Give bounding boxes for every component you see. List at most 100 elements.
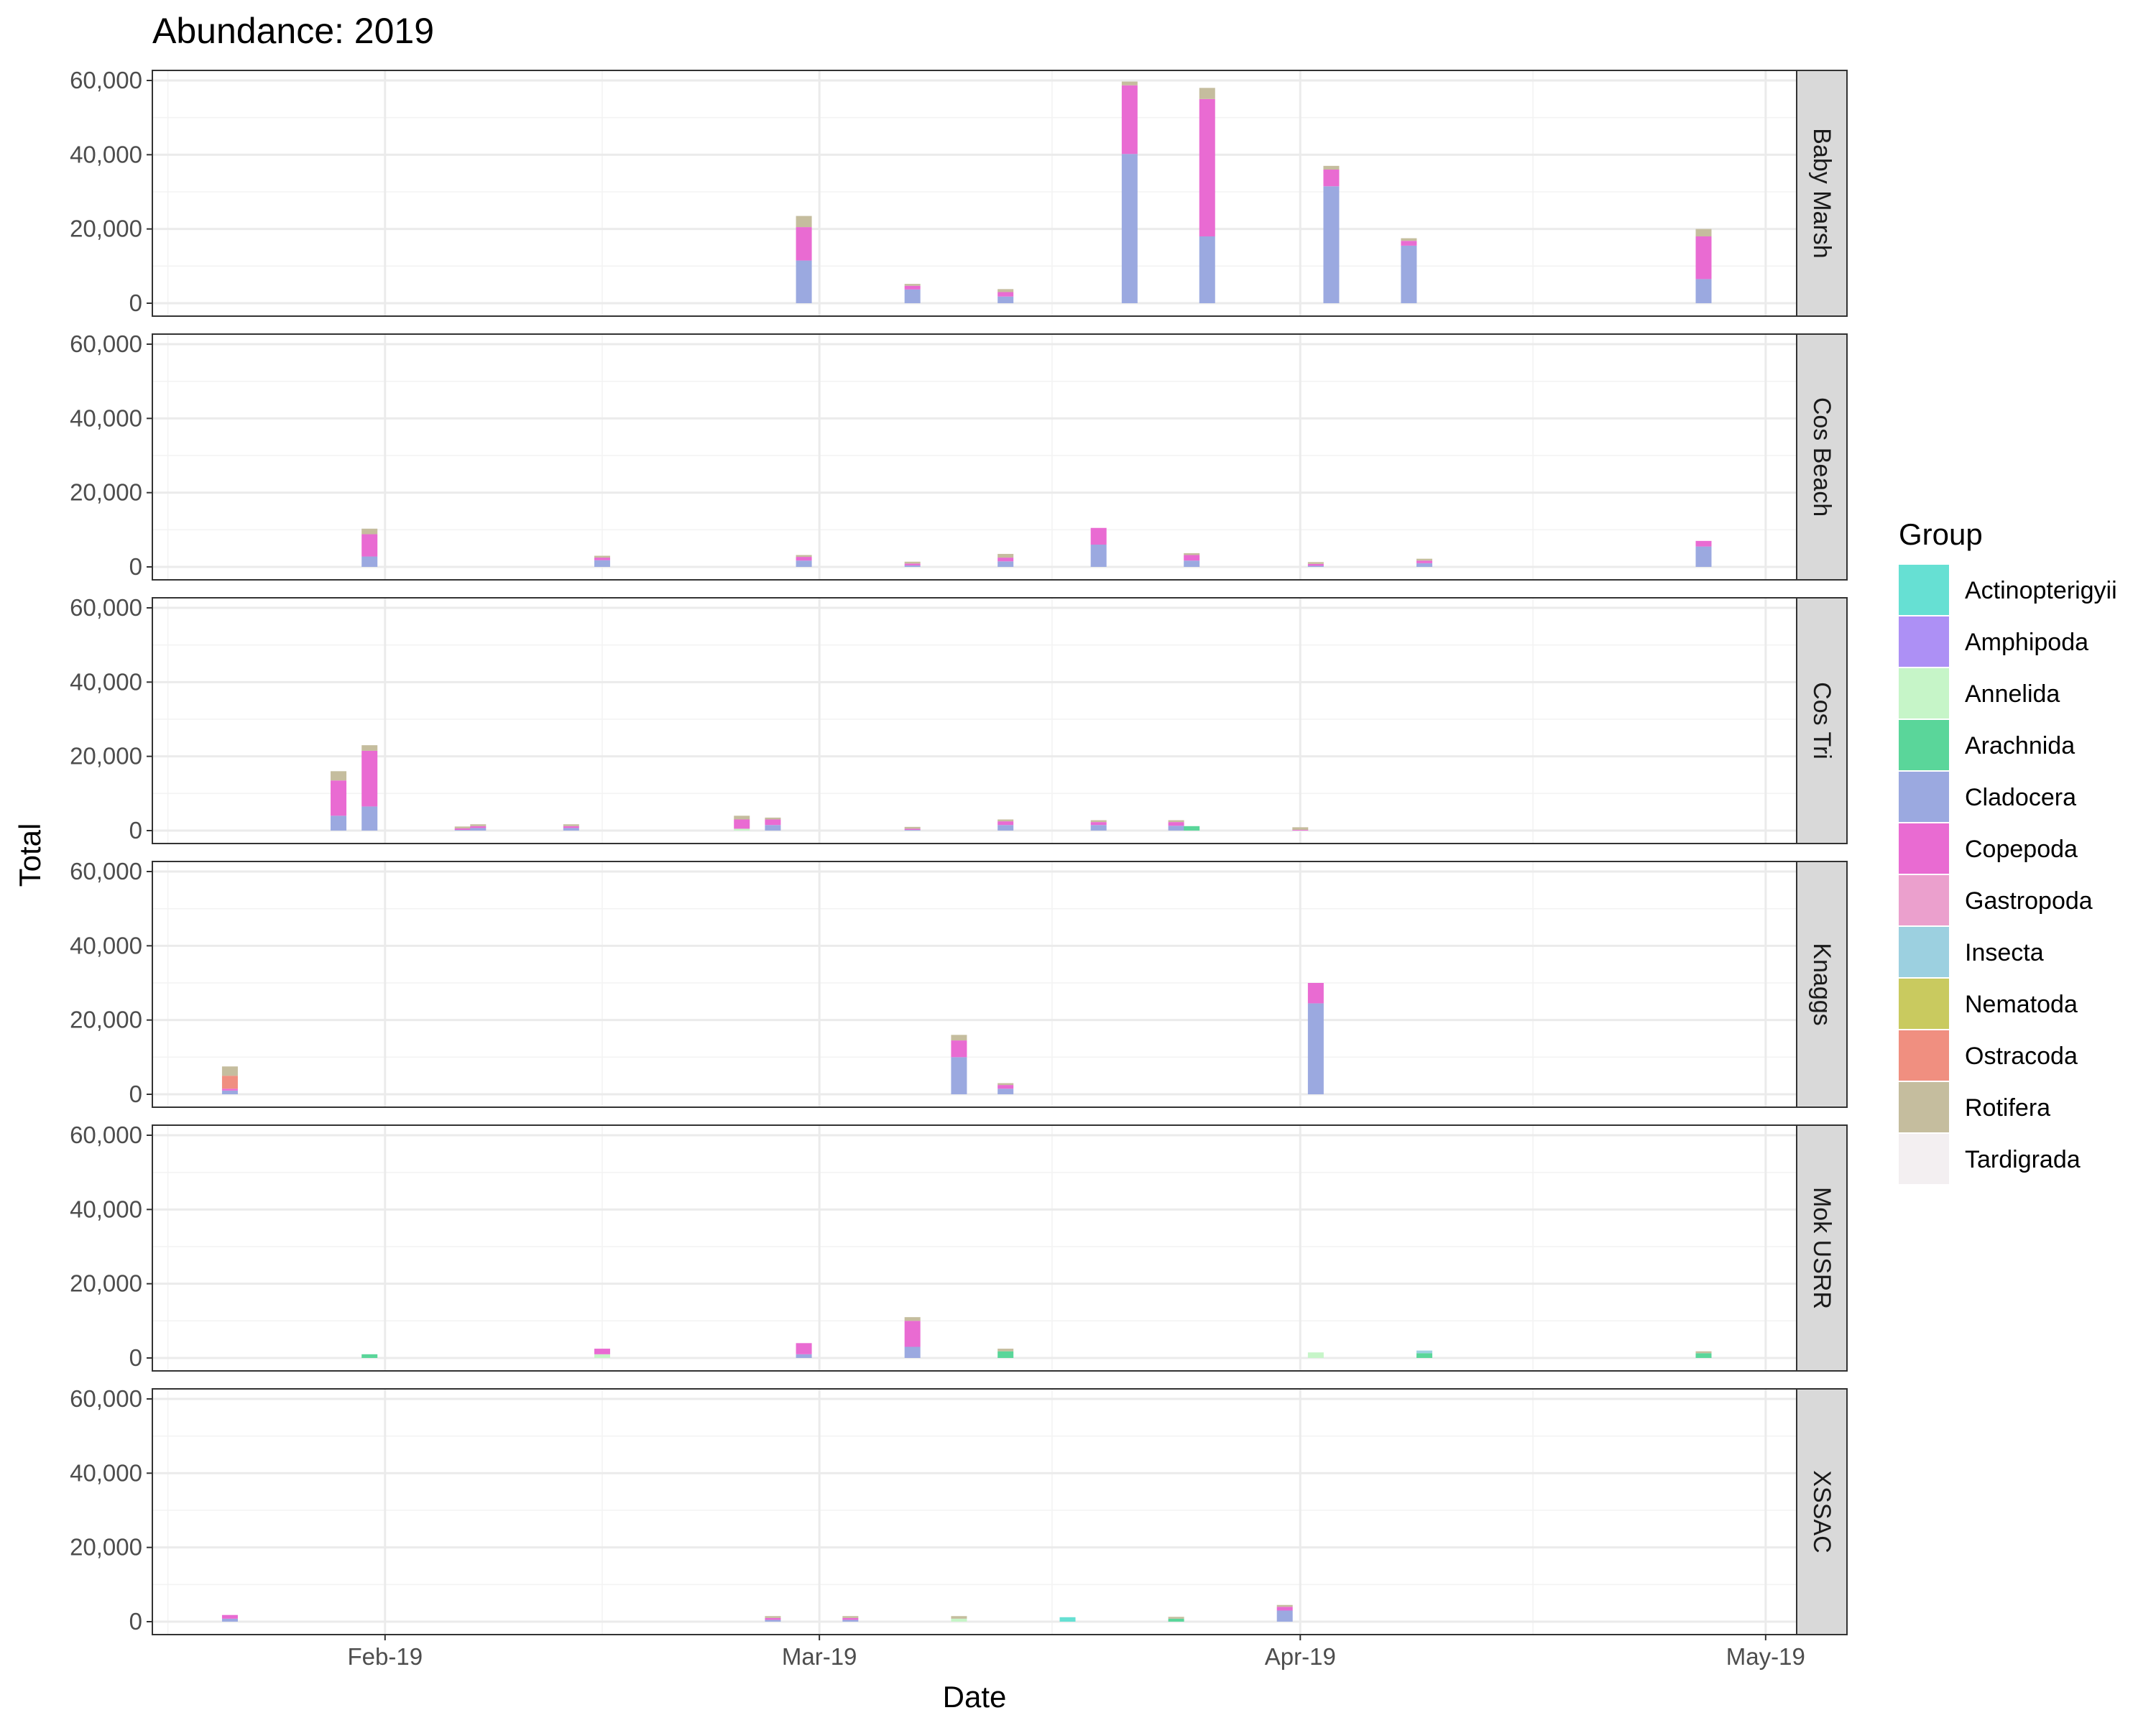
legend: Actinopterigyii Amphipoda Annelida Arachnid… <box>1899 565 2117 1184</box>
bar-segment-cladocera <box>361 806 378 831</box>
legend-key-cladocera <box>1899 772 1949 822</box>
bar-segment-cladocera <box>796 1354 812 1358</box>
bar-segment-cladocera <box>842 1620 859 1622</box>
bar-segment-cladocera <box>904 565 921 567</box>
y-tick-label: 0 <box>129 290 142 316</box>
bar-segment-copepoda <box>1199 98 1215 236</box>
bar-segment-rotifera <box>1090 820 1107 823</box>
bar-segment-copepoda <box>1401 241 1417 246</box>
bar-stack <box>734 816 750 831</box>
y-tick-label: 20,000 <box>70 1270 142 1297</box>
bar-stack <box>904 284 921 303</box>
bar-segment-copepoda <box>1168 822 1184 826</box>
bar-segment-cladocera <box>1695 279 1712 303</box>
bar-segment-cladocera <box>796 560 812 567</box>
legend-key-tardigrada <box>1899 1134 1949 1184</box>
bar-segment-rotifera <box>454 826 471 828</box>
bar-segment-copepoda <box>765 1617 781 1620</box>
facet-panel-cos-tri: 0 20,000 40,000 60,000 Cos Tri <box>70 594 1848 844</box>
bar-stack <box>1307 983 1324 1094</box>
bar-segment-copepoda <box>594 1349 610 1354</box>
x-tick-label: Mar-19 <box>782 1643 857 1670</box>
x-axis: Feb-19 Mar-19 Apr-19 May-19 <box>347 1635 1805 1670</box>
bar-stack <box>1416 1350 1432 1358</box>
y-tick-label: 60,000 <box>70 331 142 357</box>
legend-item-rotifera: Rotifera <box>1899 1082 2050 1132</box>
bar-stack <box>1307 562 1324 567</box>
bar-stack <box>998 1083 1014 1094</box>
bar-stack <box>998 289 1014 303</box>
bar-segment-copepoda <box>998 558 1014 562</box>
bar-segment-cladocera <box>1307 565 1324 567</box>
bar-segment-cladocera <box>361 556 378 567</box>
bar-stack <box>1695 540 1712 567</box>
bar-stack <box>796 1343 812 1358</box>
bar-stack <box>998 1349 1014 1358</box>
bar-segment-arachnida <box>1416 1353 1432 1358</box>
bar-segment-rotifera <box>1121 81 1138 86</box>
bar-segment-cladocera <box>998 561 1014 567</box>
bar-stack <box>331 771 347 831</box>
x-tick-label: May-19 <box>1726 1643 1805 1670</box>
bar-segment-cladocera <box>1695 546 1712 567</box>
bar-stack <box>1168 1617 1184 1622</box>
bar-segment-cladocera <box>951 1057 967 1094</box>
bar-stack <box>842 1616 859 1622</box>
bar-segment-rotifera <box>998 1349 1014 1352</box>
bar-segment-cladocera <box>998 825 1014 831</box>
bar-segment-copepoda <box>998 821 1014 826</box>
bar-segment-cladocera <box>796 260 812 303</box>
bar-segment-copepoda <box>904 285 921 290</box>
panel-background <box>152 334 1797 580</box>
legend-label: Copepoda <box>1965 836 2078 863</box>
bar-stack <box>361 745 378 831</box>
bar-segment-cladocera <box>1307 1003 1324 1094</box>
bar-segment-copepoda <box>998 292 1014 297</box>
bar-stack <box>1090 527 1107 567</box>
panel-background <box>152 861 1797 1107</box>
bar-segment-actinopterigyii <box>1059 1617 1076 1622</box>
bar-segment-copepoda <box>221 1614 238 1619</box>
bar-segment-cladocera <box>998 296 1014 303</box>
bar-segment-rotifera <box>765 1616 781 1618</box>
legend-label: Amphipoda <box>1965 629 2088 656</box>
bar-segment-rotifera <box>796 216 812 228</box>
bar-stack <box>1184 553 1200 567</box>
bar-segment-arachnida <box>998 1351 1014 1358</box>
bar-segment-cladocera <box>221 1618 238 1622</box>
bar-segment-cladocera <box>904 289 921 303</box>
bar-segment-copepoda <box>470 826 487 828</box>
y-tick-label: 40,000 <box>70 668 142 695</box>
bar-segment-rotifera <box>1168 820 1184 823</box>
bar-segment-copepoda <box>563 826 579 828</box>
bar-segment-copepoda <box>734 819 750 829</box>
bar-segment-copepoda <box>1307 563 1324 566</box>
legend-key-copepoda <box>1899 823 1949 874</box>
legend-label: Tardigrada <box>1965 1146 2081 1173</box>
bar-segment-copepoda <box>594 558 610 560</box>
bar-stack <box>361 1354 378 1358</box>
legend-title: Group <box>1899 517 1983 551</box>
bar-segment-copepoda <box>1292 829 1309 831</box>
bar-stack <box>1416 558 1432 567</box>
bar-segment-rotifera <box>1307 562 1324 564</box>
panel-background <box>152 598 1797 844</box>
facet-strip-label: Cos Tri <box>1808 682 1835 759</box>
bar-segment-copepoda <box>1695 540 1712 547</box>
bar-segment-copepoda <box>796 227 812 261</box>
facet-panel-mok-usrr: 0 20,000 40,000 60,000 Mok USRR <box>70 1122 1848 1372</box>
bar-segment-rotifera <box>563 824 579 826</box>
bar-stack <box>904 826 921 831</box>
facet-strip-label: Cos Beach <box>1808 397 1835 517</box>
bar-segment-copepoda <box>951 1040 967 1058</box>
facet-strip <box>1796 1388 1848 1635</box>
bar-segment-rotifera <box>1695 1351 1712 1354</box>
bar-stack <box>904 1317 921 1358</box>
facet-panel-knaggs: 0 20,000 40,000 60,000 Knaggs <box>70 858 1848 1108</box>
bar-stack <box>221 1614 238 1622</box>
legend-label: Insecta <box>1965 939 2044 966</box>
facet-strip <box>1796 861 1848 1108</box>
bar-segment-rotifera <box>998 553 1014 558</box>
x-tick-label: Feb-19 <box>347 1643 423 1670</box>
